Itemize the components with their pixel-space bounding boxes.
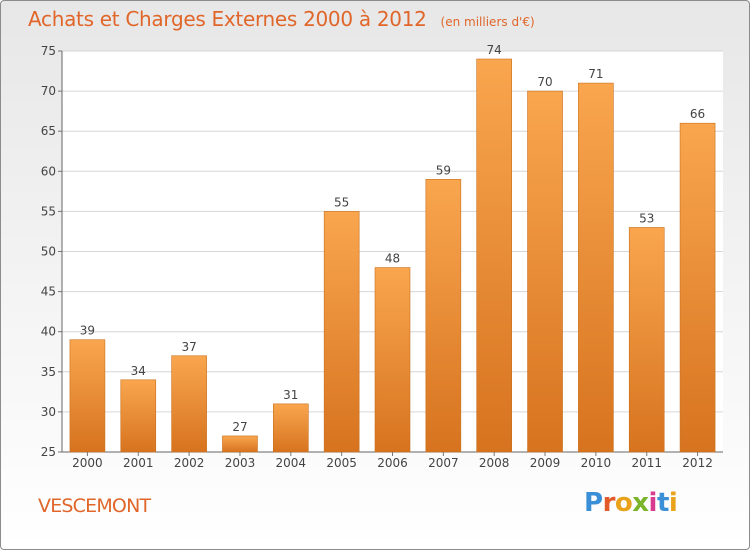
chart-unit: (en milliers d'€) (440, 15, 535, 29)
bar-value-label: 34 (131, 364, 146, 378)
bar (628, 227, 665, 453)
bar (171, 355, 207, 453)
logo-letter: t (656, 488, 669, 518)
bar-value-label: 55 (334, 195, 349, 209)
x-tick-label: 2002 (174, 456, 205, 470)
bar (476, 58, 512, 453)
bar-value-label: 39 (80, 324, 95, 338)
bar (273, 403, 309, 453)
chart-title: Achats et Charges Externes 2000 à 2012 (e… (28, 7, 535, 31)
bar (527, 90, 563, 453)
y-tick-label: 30 (41, 405, 56, 419)
x-tick-label: 2000 (72, 456, 103, 470)
bar-value-label: 48 (385, 252, 400, 266)
bar (679, 122, 716, 453)
logo-letter: o (614, 488, 633, 518)
bar (374, 267, 411, 453)
bar-value-label: 70 (537, 75, 552, 89)
chart-title-text: Achats et Charges Externes 2000 à 2012 (28, 7, 427, 31)
logo-letter: r (602, 488, 616, 518)
bar (69, 339, 106, 453)
bar-value-label: 27 (232, 420, 247, 434)
x-tick-label: 2007 (428, 456, 459, 470)
x-tick-label: 2011 (631, 456, 662, 470)
bar-value-label: 74 (487, 43, 502, 57)
logo-letter: P (584, 488, 603, 518)
y-tick-label: 35 (41, 365, 56, 379)
y-tick-label: 60 (41, 164, 56, 178)
x-tick-label: 2008 (479, 456, 510, 470)
logo-letter: i (648, 488, 658, 518)
bar (323, 211, 360, 453)
logo-letter: i (668, 488, 678, 518)
x-tick-label: 2004 (276, 456, 307, 470)
x-tick-label: 2012 (682, 456, 713, 470)
y-tick-label: 75 (41, 44, 56, 58)
y-tick-label: 50 (41, 245, 56, 259)
x-tick-label: 2009 (530, 456, 561, 470)
bar (120, 379, 157, 453)
x-tick-label: 2010 (581, 456, 612, 470)
x-tick-label: 2006 (377, 456, 408, 470)
bar (578, 82, 614, 453)
y-tick-label: 45 (41, 285, 56, 299)
bar-value-label: 66 (690, 107, 705, 121)
y-tick-label: 70 (41, 84, 56, 98)
proxiti-logo: Proxiti (584, 488, 678, 518)
bar-value-label: 37 (181, 340, 196, 354)
x-tick-label: 2003 (225, 456, 256, 470)
x-tick-label: 2005 (326, 456, 357, 470)
y-tick-label: 55 (41, 204, 56, 218)
bar-value-label: 59 (436, 163, 451, 177)
commune-name: VESCEMONT (38, 495, 151, 517)
bar-value-label: 53 (639, 211, 654, 225)
y-tick-label: 25 (41, 445, 56, 459)
bar-value-label: 71 (588, 67, 603, 81)
bar-value-label: 31 (283, 388, 298, 402)
y-tick-label: 65 (41, 124, 56, 138)
bar (222, 435, 258, 453)
y-tick-label: 40 (41, 325, 56, 339)
x-tick-label: 2001 (123, 456, 154, 470)
bar (425, 179, 462, 453)
logo-letter: x (632, 488, 649, 518)
